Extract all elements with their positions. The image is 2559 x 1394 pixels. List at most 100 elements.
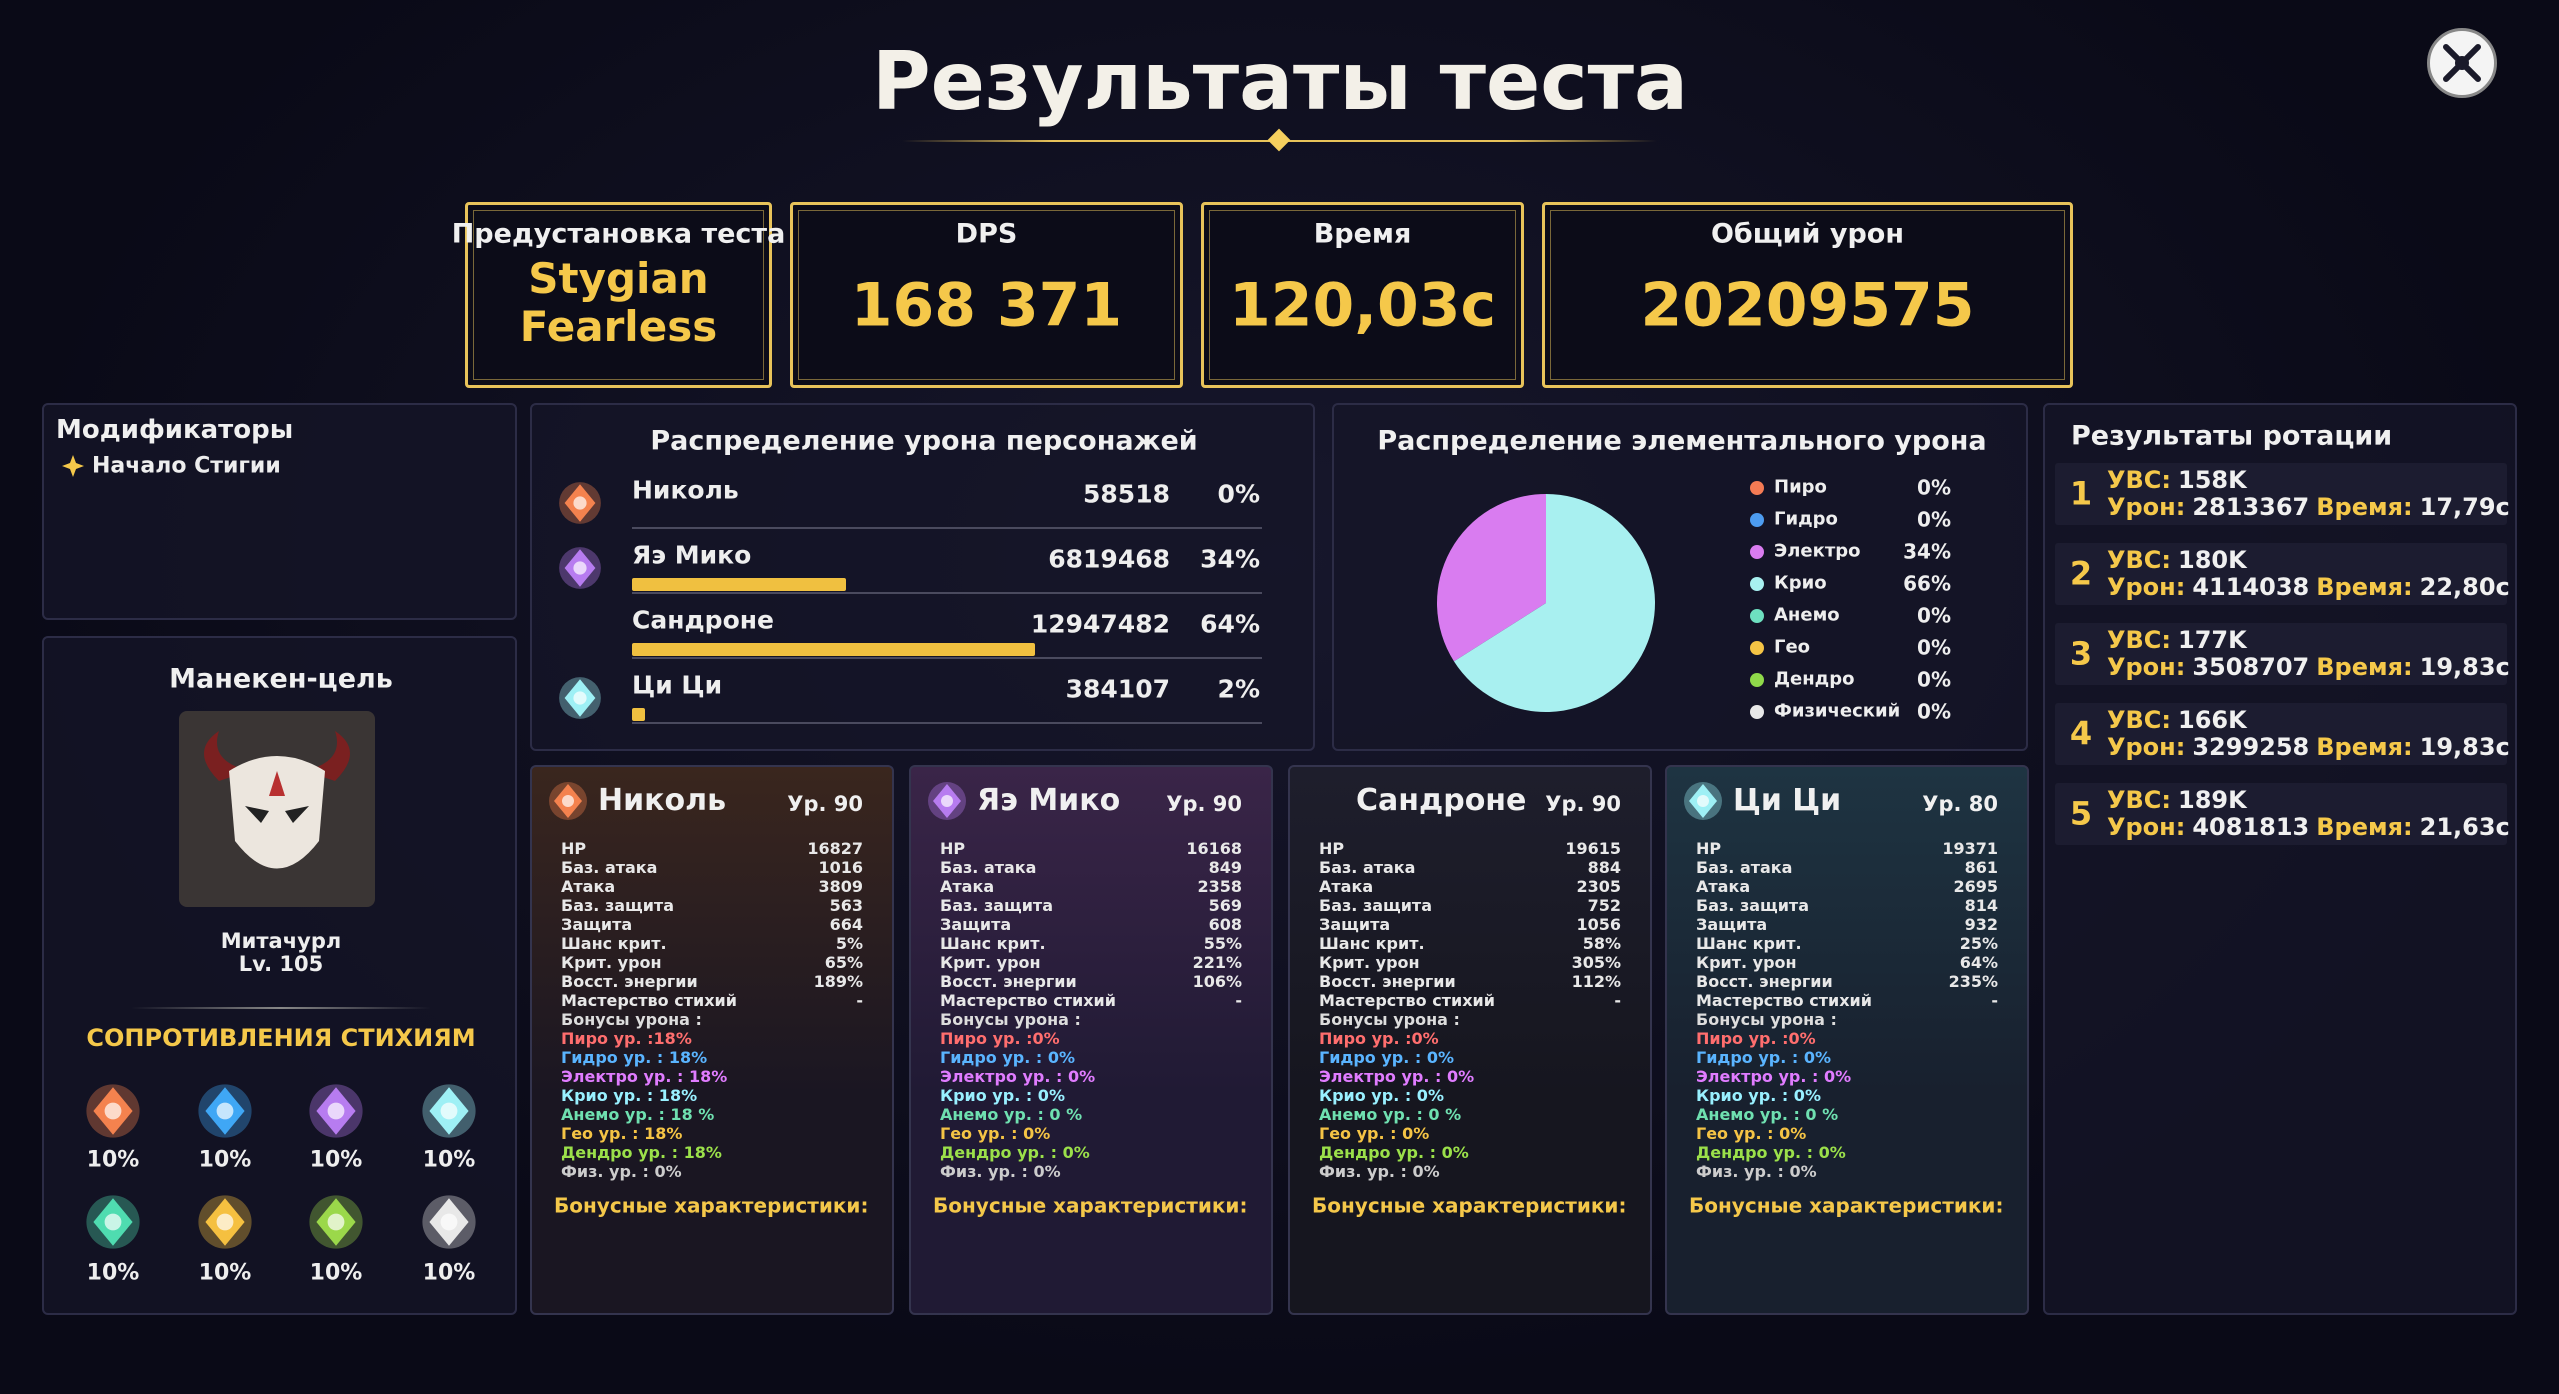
rotation-line: УВС: 166K	[2107, 706, 2254, 735]
bonus-title: Бонусные характеристики:	[554, 1193, 869, 1218]
legend-dot	[1750, 481, 1764, 495]
dot	[1750, 609, 1764, 623]
modifier-star	[62, 455, 84, 477]
bonus-line: Электро ур. : 0%	[1696, 1066, 1852, 1086]
title-diamond	[1267, 128, 1291, 152]
stat-label: HP	[940, 838, 966, 858]
stat-label: Мастерство стихий	[940, 990, 1116, 1010]
resistance-value: 10%	[422, 1147, 476, 1173]
bonus-line: Анемо ур. : 0 %	[940, 1104, 1083, 1124]
bonus-line: Дендро ур. : 0%	[1696, 1142, 1846, 1162]
rotation-item: 4 УВС: 166K Урон: 3299258 Время: 19,83с	[2055, 703, 2510, 765]
legend-name: Физический	[1774, 700, 1901, 722]
stat-value: 752	[1587, 895, 1621, 915]
element-icon	[559, 547, 601, 589]
stat-value: 608	[1208, 914, 1242, 934]
stat-label: Шанс крит.	[1696, 933, 1802, 953]
rotation-line: Урон: 3508707 Время: 19,83с	[2107, 653, 2517, 682]
stat-label: Крит. урон	[1319, 952, 1420, 972]
stat-value: 16168	[1186, 838, 1242, 858]
row-line	[632, 592, 1262, 594]
damage-percent: 64%	[1200, 609, 1260, 639]
rotation-field: Урон:	[2107, 813, 2186, 841]
stat-value: 305%	[1571, 952, 1621, 972]
stat-label: Восст. энергии	[940, 971, 1077, 991]
bonus-line: Бонусы урона :	[561, 1009, 702, 1029]
stat-value: 2695	[1953, 876, 1998, 896]
icon-core	[941, 795, 953, 807]
stat-label: Восст. энергии	[1696, 971, 1833, 991]
bonus-line: Гео ур. : 0%	[1696, 1123, 1807, 1143]
legend-value: 0%	[1917, 635, 1951, 660]
stat-value: -	[1991, 990, 1998, 1010]
summary-label: DPS	[955, 218, 1018, 250]
legend-dot	[1750, 577, 1764, 591]
stat-value: 664	[829, 914, 863, 934]
dot	[1750, 673, 1764, 687]
damage-bar	[632, 708, 645, 721]
damage-value: 384107	[1065, 674, 1170, 704]
rotation-panel: Результаты ротации 1 УВС: 158K Урон: 2813367 В…	[2043, 403, 2517, 1315]
card-name: Николь	[598, 782, 727, 818]
target-panel: Манекен-цель Митачурл Lv. 105 СОПРОТИВЛЕНИЯ…	[42, 636, 517, 1315]
resistance-value: 10%	[422, 1260, 476, 1286]
stat-label: Крит. урон	[1696, 952, 1797, 972]
rotation-field: 4081813	[2192, 813, 2310, 841]
panel-title: Распределение урона персонажей	[650, 425, 1198, 457]
icon-core	[327, 1213, 345, 1231]
bonus-line: Пиро ур. :0%	[1696, 1028, 1816, 1048]
stat-label: Крит. урон	[940, 952, 1041, 972]
element-icon	[309, 1084, 363, 1138]
modifiers-panel: Модификаторы Начало Стигии	[42, 403, 517, 620]
rotation-item: 1 УВС: 158K Урон: 2813367 Время: 17,79с	[2055, 463, 2510, 525]
legend-value: 0%	[1917, 475, 1951, 500]
element-panel: Распределение элементального урона Пиро 0%…	[1332, 403, 2028, 751]
rotation-field: 158K	[2178, 466, 2247, 494]
star	[62, 455, 84, 477]
stat-value: 3809	[818, 876, 863, 896]
bonus-line: Гео ур. : 18%	[561, 1123, 683, 1143]
stat-label: HP	[1319, 838, 1345, 858]
pie-chart	[1437, 494, 1655, 712]
legend-value: 0%	[1917, 507, 1951, 532]
stat-label: Атака	[561, 876, 616, 896]
stat-label: Восст. энергии	[1319, 971, 1456, 991]
stat-value: 235%	[1948, 971, 1998, 991]
stat-value: 19371	[1942, 838, 1998, 858]
bonus-line: Дендро ур. : 0%	[940, 1142, 1090, 1162]
rotation-field: УВС:	[2107, 706, 2172, 734]
legend-dot	[1750, 641, 1764, 655]
rotation-field: 3299258	[2192, 733, 2310, 761]
damage-value: 12947482	[1030, 609, 1170, 639]
card-level: Ур. 90	[1545, 791, 1621, 816]
icon-core	[216, 1213, 234, 1231]
rotation-field: 166K	[2178, 706, 2247, 734]
close-button[interactable]	[2427, 28, 2497, 98]
stat-label: HP	[561, 838, 587, 858]
icon-core	[562, 795, 574, 807]
summary-box: Предустановка теста Stygian Fearless	[452, 202, 785, 388]
stat-label: Защита	[1696, 914, 1768, 934]
rotation-item: 3 УВС: 177K Урон: 3508707 Время: 19,83с	[2055, 623, 2510, 685]
bonus-line: Гидро ур. : 0%	[1319, 1047, 1455, 1067]
panel-title: Распределение элементального урона	[1377, 425, 1987, 457]
character-name: Николь	[632, 475, 739, 505]
rotation-number: 5	[2069, 794, 2093, 833]
bonus-line: Пиро ур. :0%	[940, 1028, 1060, 1048]
stat-label: Мастерство стихий	[1319, 990, 1495, 1010]
pie-slice	[1453, 494, 1655, 712]
damage-value: 6819468	[1048, 544, 1170, 574]
stat-value: 1016	[818, 857, 863, 877]
rotation-field: 21,63с	[2419, 813, 2510, 841]
rotation-field: 180K	[2178, 546, 2247, 574]
stat-value: 569	[1208, 895, 1242, 915]
modifier-item: Начало Стигии	[92, 453, 281, 479]
rotation-line: УВС: 158K	[2107, 466, 2254, 495]
rotation-field: 2813367	[2192, 493, 2310, 521]
legend-dot	[1750, 609, 1764, 623]
legend-name: Электро	[1774, 540, 1861, 562]
legend-dot	[1750, 673, 1764, 687]
bonus-line: Гео ур. : 0%	[940, 1123, 1051, 1143]
stat-value: 814	[1964, 895, 1998, 915]
mask-mark	[269, 771, 285, 796]
